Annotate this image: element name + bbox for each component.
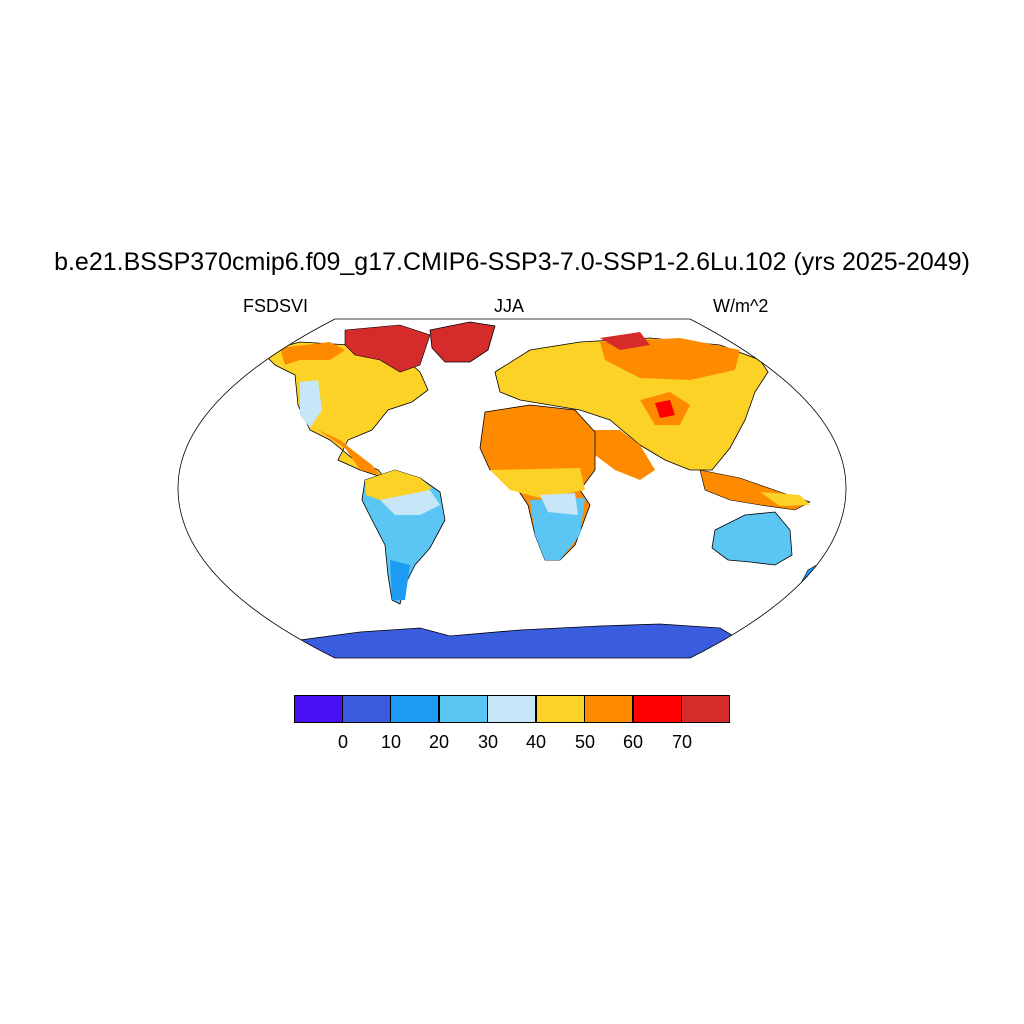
colorbar-swatch-8 [681, 695, 730, 723]
colorbar-tick-label: 10 [380, 732, 402, 752]
south-america-mid [380, 490, 440, 515]
map-title: b.e21.BSSP370cmip6.f09_g17.CMIP6-SSP3-7.… [54, 248, 970, 276]
colorbar-tick-label: 0 [337, 732, 348, 752]
colorbar-swatch-1 [342, 695, 391, 723]
africa-central [540, 493, 578, 515]
africa-sahel [490, 468, 585, 498]
colorbar-tick-label: 40 [525, 732, 547, 752]
variable-label: FSDSVI [243, 296, 309, 316]
colorbar-swatch-5 [536, 695, 585, 723]
north-america-orange [280, 342, 345, 365]
siberia-orange [600, 338, 740, 380]
south-america-north [365, 470, 432, 500]
new-guinea [760, 492, 810, 506]
units-label: W/m^2 [713, 296, 769, 316]
canada-arctic [344, 324, 431, 373]
colorbar-tick-label: 20 [428, 732, 450, 752]
colorbar-swatch-3 [439, 695, 488, 723]
siberia-north-red [600, 332, 650, 350]
map-border [177, 318, 847, 659]
colorbar-tick-label: 30 [477, 732, 499, 752]
colorbar-swatch-7 [633, 695, 682, 723]
season-label: JJA [494, 296, 525, 316]
colorbar-tick-label: 50 [574, 732, 596, 752]
central-america [318, 430, 380, 475]
colorbar-tick-label: 60 [622, 732, 644, 752]
colorbar-swatch-2 [390, 695, 439, 723]
arabia-india [580, 430, 655, 480]
new-zealand [799, 561, 823, 586]
colorbar-tick-label: 70 [671, 732, 693, 752]
australia [711, 511, 793, 566]
colorbar-swatch-4 [487, 695, 536, 723]
greenland [429, 321, 496, 363]
south-america-south [390, 560, 410, 600]
tibet-core [655, 400, 675, 418]
colorbar-swatch-0 [294, 695, 343, 723]
colorbar-swatch-6 [584, 695, 633, 723]
west-us-blue [300, 380, 322, 428]
antarctica [289, 623, 741, 658]
